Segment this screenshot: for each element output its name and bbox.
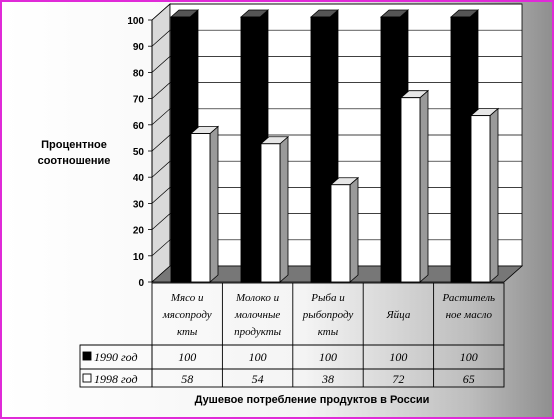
gridline <box>151 3 522 21</box>
data-value-label: 100 <box>389 350 407 364</box>
y-tick-label: 100 <box>127 16 144 27</box>
data-value-label: 100 <box>178 350 196 364</box>
y-tick-label: 80 <box>133 68 145 79</box>
x-category-label: Раститель <box>442 292 495 304</box>
data-value-label: 100 <box>319 350 337 364</box>
y-tick-label: 70 <box>133 95 145 106</box>
bar-series-2-2 <box>259 135 290 283</box>
y-tick-label: 50 <box>133 147 145 158</box>
x-category-label: мясопроду <box>162 309 212 321</box>
y-tick-label: 30 <box>133 199 145 210</box>
data-value-label: 38 <box>321 372 334 386</box>
x-category-label: Яйца <box>385 309 410 321</box>
x-category-label: молочные <box>234 309 281 321</box>
y-tick-label: 90 <box>133 42 145 53</box>
x-axis-label: Душевое потребление продуктов в России <box>195 394 430 406</box>
table-border <box>151 282 505 388</box>
y-tick-label: 20 <box>133 226 145 237</box>
y-axis-ticks: 0 10 20 30 40 50 60 70 80 90 100 <box>127 16 153 289</box>
legend-swatch <box>82 351 92 361</box>
bar-series-2-1 <box>189 125 220 283</box>
y-axis-label-line: соотношение <box>38 155 111 167</box>
x-category-label: кты <box>177 326 198 338</box>
x-category-label: кты <box>318 326 339 338</box>
bar-series-2-5 <box>469 107 500 283</box>
data-value-label: 72 <box>392 372 404 386</box>
bar-series-2-4 <box>399 89 430 283</box>
x-category-label: Молоко и <box>235 292 280 304</box>
bar-series-2-3 <box>329 176 360 283</box>
data-value-label: 100 <box>249 350 267 364</box>
y-tick-label: 60 <box>133 121 145 132</box>
data-table: Мясо и мясопроду кты Молоко и молочные продук… <box>79 282 505 388</box>
data-value-label: 54 <box>252 372 264 386</box>
x-category-label: ное масло <box>446 309 493 321</box>
y-tick-label: 40 <box>133 173 145 184</box>
x-category-label: рыбопроду <box>302 309 354 321</box>
y-axis-label-line: Процентное <box>41 139 107 151</box>
data-value-label: 100 <box>460 350 478 364</box>
data-value-label: 58 <box>181 372 193 386</box>
legend-swatch <box>82 373 92 383</box>
legend-series-name: 1998 год <box>94 372 138 386</box>
bars <box>169 9 500 283</box>
x-category-label: Мясо и <box>170 292 204 304</box>
y-axis-label: Процентное соотношение <box>38 139 111 167</box>
legend-series-name: 1990 год <box>94 350 138 364</box>
x-category-label: Рыба и <box>310 292 345 304</box>
y-tick-label: 0 <box>138 278 144 289</box>
y-tick-label: 10 <box>133 252 145 263</box>
x-category-label: продукты <box>234 326 282 338</box>
data-value-label: 65 <box>463 372 475 386</box>
